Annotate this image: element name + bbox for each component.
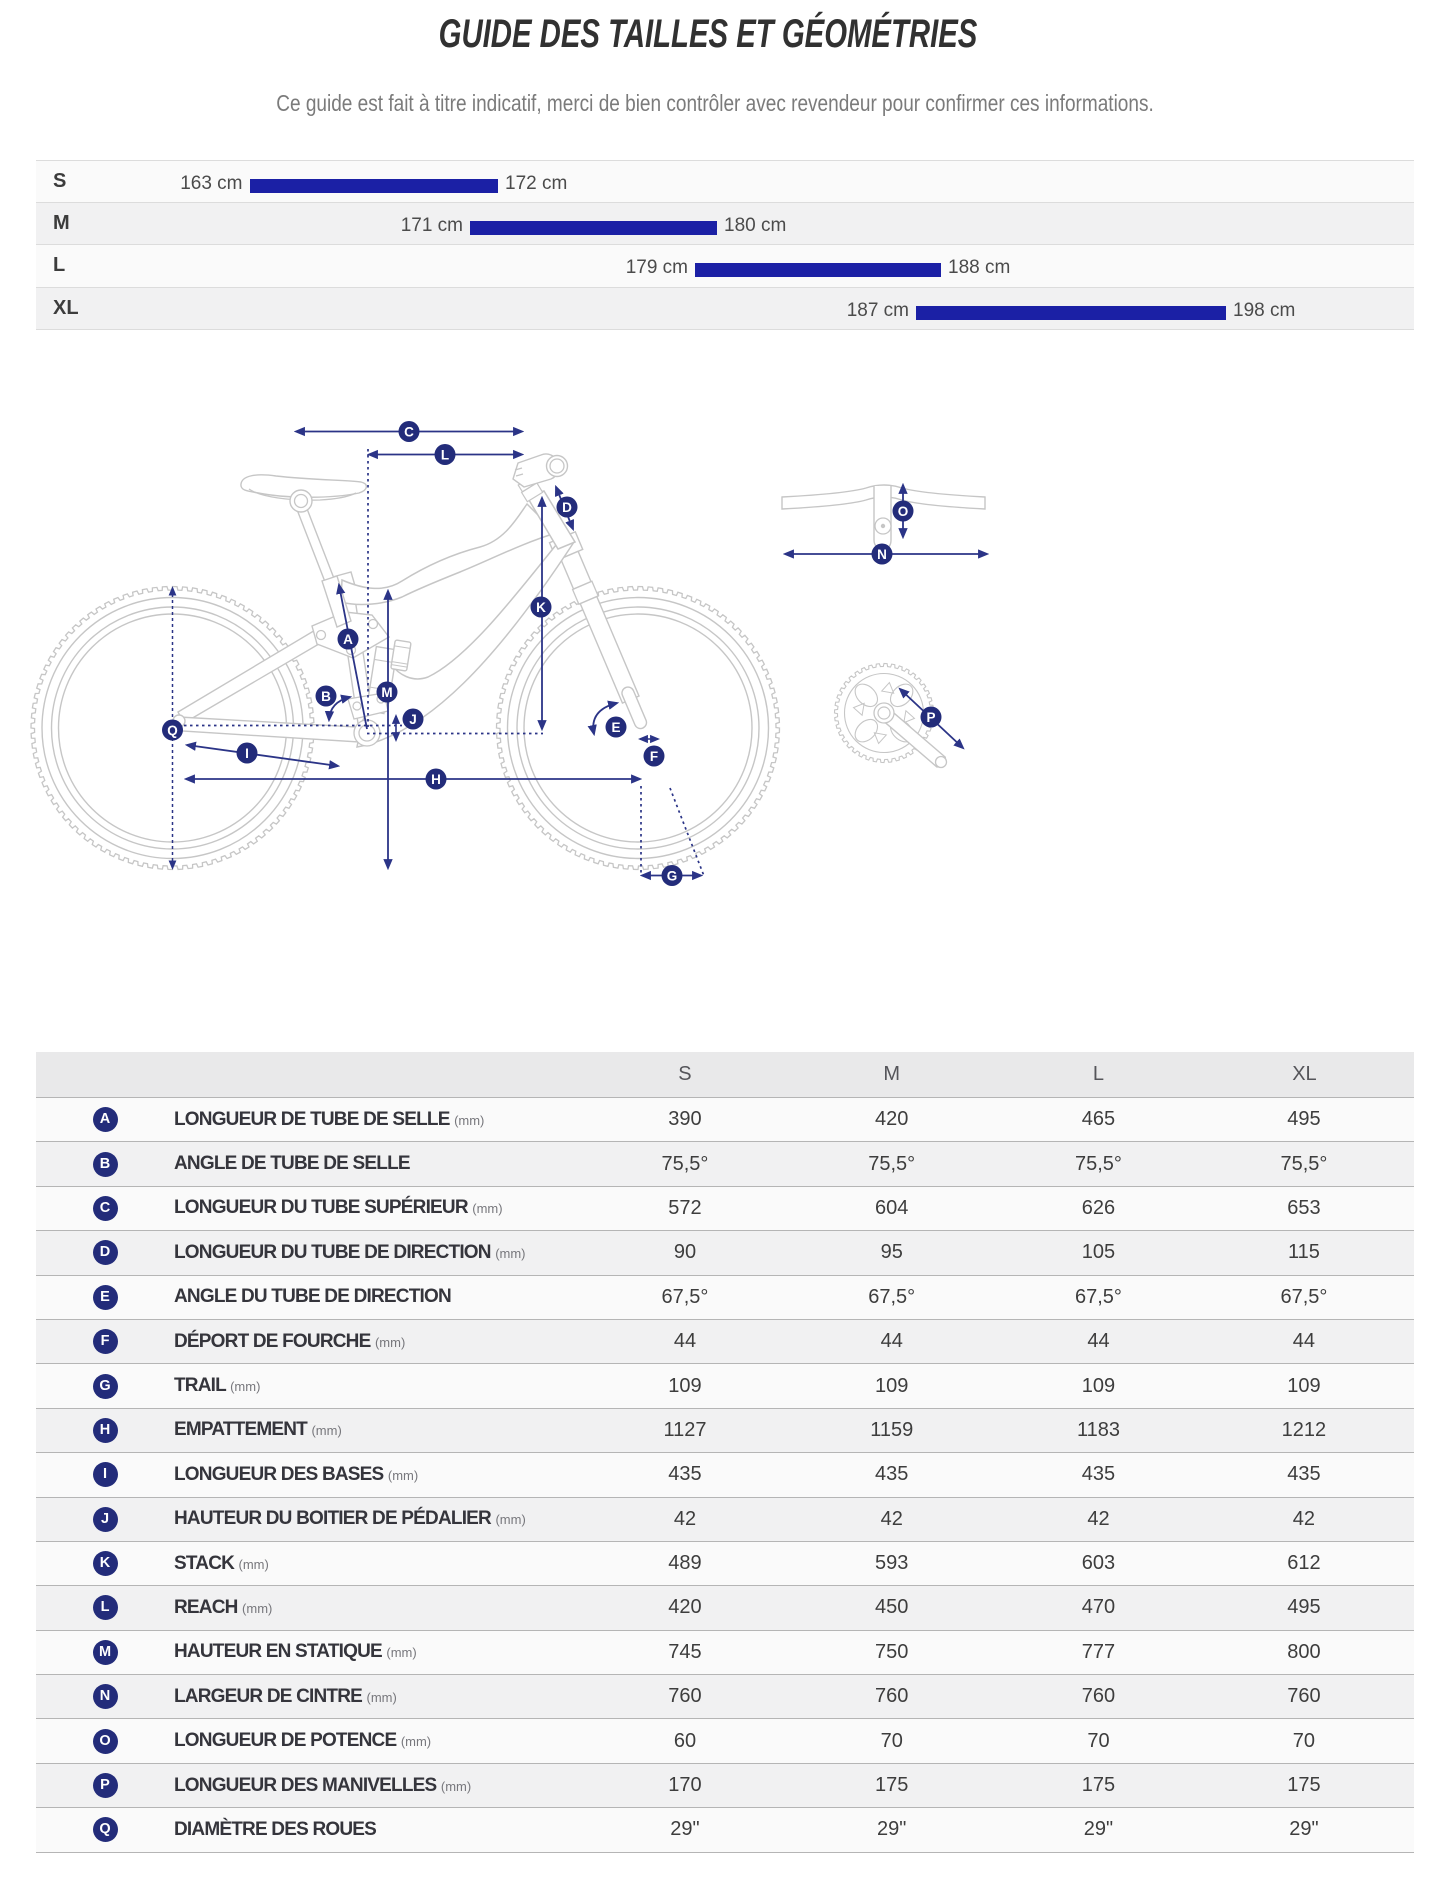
svg-text:J: J	[409, 712, 417, 727]
svg-text:P: P	[926, 710, 935, 725]
svg-text:G: G	[667, 868, 678, 883]
svg-text:H: H	[431, 772, 441, 787]
svg-text:F: F	[650, 749, 658, 764]
svg-text:D: D	[562, 500, 572, 515]
svg-text:K: K	[536, 600, 546, 615]
svg-text:C: C	[404, 424, 414, 439]
svg-text:A: A	[343, 632, 353, 647]
svg-text:B: B	[321, 689, 331, 704]
svg-text:I: I	[245, 746, 249, 761]
svg-text:O: O	[898, 504, 909, 519]
svg-text:N: N	[877, 547, 887, 562]
svg-text:M: M	[381, 685, 392, 700]
svg-text:L: L	[441, 447, 449, 462]
svg-text:E: E	[611, 720, 620, 735]
svg-text:Q: Q	[167, 723, 178, 738]
